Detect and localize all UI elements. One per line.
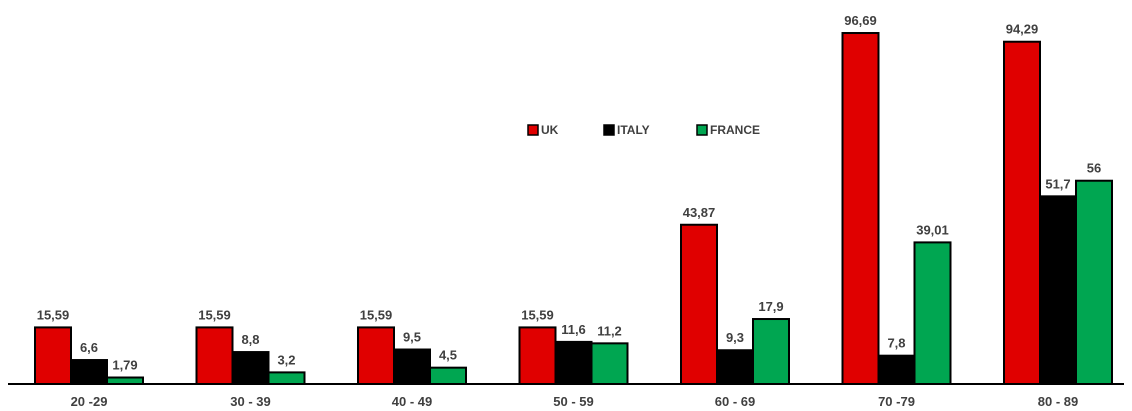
value-label-france-2: 4,5	[439, 348, 457, 363]
category-label-5: 70 -79	[878, 394, 915, 409]
bar-italy-6	[1039, 195, 1077, 385]
category-label-4: 60 - 69	[715, 394, 755, 409]
bar-france-4	[752, 318, 790, 386]
value-label-uk-0: 15,59	[37, 307, 70, 322]
bar-france-3	[590, 342, 629, 385]
category-label-2: 40 - 49	[392, 394, 432, 409]
bar-france-1	[267, 371, 306, 386]
value-label-italy-0: 6,6	[80, 340, 98, 355]
bar-uk-6	[1003, 40, 1041, 386]
bar-italy-3	[554, 340, 593, 385]
bar-uk-1	[195, 326, 234, 385]
bar-france-5	[913, 241, 952, 385]
value-label-italy-4: 9,3	[726, 330, 744, 345]
legend-label-france: FRANCE	[710, 123, 760, 137]
bar-italy-1	[231, 351, 270, 385]
value-label-france-6: 56	[1087, 161, 1101, 176]
category-label-6: 80 - 89	[1038, 394, 1078, 409]
bar-uk-3	[518, 326, 557, 385]
category-label-3: 50 - 59	[553, 394, 593, 409]
value-label-italy-2: 9,5	[403, 330, 421, 345]
value-label-uk-1: 15,59	[198, 307, 231, 322]
bar-uk-5	[841, 32, 880, 386]
value-label-france-0: 1,79	[112, 358, 137, 373]
legend-swatch-france	[696, 124, 708, 136]
value-label-france-4: 17,9	[758, 299, 783, 314]
category-label-1: 30 - 39	[230, 394, 270, 409]
bar-uk-4	[680, 223, 718, 385]
value-label-france-3: 11,2	[597, 323, 622, 338]
legend-label-uk: UK	[541, 123, 559, 137]
value-labels-group: 15,59 6,6 1,79 15,59 8,8 3,2 15,59 9,5 4,5 15,59 1…	[37, 13, 1102, 372]
category-labels-group: 20 -29 30 - 39 40 - 49 50 - 59 60 - 69 70 -79…	[71, 394, 1079, 409]
bar-france-6	[1075, 179, 1113, 385]
value-label-uk-4: 43,87	[683, 205, 716, 220]
bar-italy-2	[393, 348, 431, 386]
value-label-uk-6: 94,29	[1006, 22, 1039, 37]
legend-swatch-uk	[527, 124, 539, 136]
bar-italy-0	[70, 359, 108, 385]
value-label-uk-5: 96,69	[844, 13, 877, 28]
value-label-italy-6: 51,7	[1045, 176, 1070, 191]
bars-group	[34, 32, 1113, 386]
value-label-uk-2: 15,59	[360, 307, 393, 322]
value-label-italy-3: 11,6	[561, 322, 586, 337]
legend: UK ITALY FRANCE	[527, 123, 760, 137]
value-label-france-1: 3,2	[277, 352, 295, 367]
value-label-uk-3: 15,59	[521, 307, 554, 322]
value-label-italy-1: 8,8	[241, 332, 259, 347]
bar-uk-0	[34, 326, 72, 385]
bar-italy-5	[877, 354, 916, 386]
category-label-0: 20 -29	[71, 394, 108, 409]
bar-italy-4	[716, 349, 754, 385]
legend-label-italy: ITALY	[617, 123, 650, 137]
value-label-italy-5: 7,8	[887, 336, 905, 351]
bar-france-2	[429, 366, 467, 386]
bar-uk-2	[357, 326, 395, 385]
value-label-france-5: 39,01	[916, 222, 949, 237]
legend-swatch-italy	[603, 124, 615, 136]
